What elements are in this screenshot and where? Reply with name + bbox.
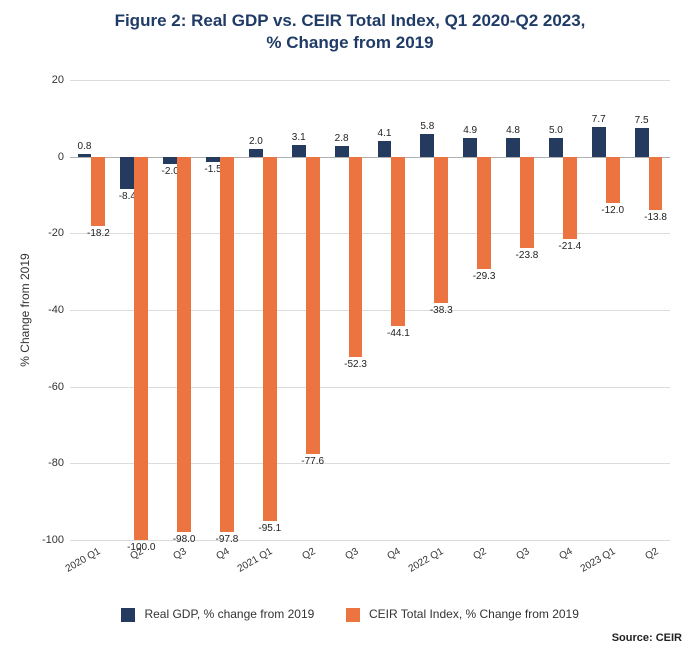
grid-line bbox=[70, 463, 670, 464]
grid-line bbox=[70, 233, 670, 234]
bar-gdp bbox=[378, 141, 392, 157]
bar-ceir bbox=[263, 157, 277, 522]
bar-value-label: 5.8 bbox=[420, 121, 434, 132]
bar-value-label: 4.1 bbox=[378, 128, 392, 139]
bar-gdp bbox=[506, 138, 520, 156]
bar-ceir bbox=[520, 157, 534, 248]
bar-value-label: -44.1 bbox=[387, 328, 410, 339]
bar-ceir bbox=[391, 157, 405, 326]
bar-value-label: -29.3 bbox=[473, 271, 496, 282]
legend-label-ceir: CEIR Total Index, % Change from 2019 bbox=[369, 607, 579, 621]
bar-value-label: 4.9 bbox=[463, 125, 477, 136]
legend-label-gdp: Real GDP, % change from 2019 bbox=[144, 607, 314, 621]
chart-title: Figure 2: Real GDP vs. CEIR Total Index,… bbox=[0, 0, 700, 58]
grid-line bbox=[70, 387, 670, 388]
bar-ceir bbox=[91, 157, 105, 227]
grid-line bbox=[70, 80, 670, 81]
bar-ceir bbox=[434, 157, 448, 304]
legend-item-ceir: CEIR Total Index, % Change from 2019 bbox=[346, 607, 579, 622]
bar-value-label: 5.0 bbox=[549, 125, 563, 136]
legend-item-gdp: Real GDP, % change from 2019 bbox=[121, 607, 314, 622]
bar-ceir bbox=[649, 157, 663, 210]
grid-line bbox=[70, 310, 670, 311]
bar-value-label: 2.8 bbox=[335, 133, 349, 144]
bar-ceir bbox=[306, 157, 320, 454]
bar-gdp bbox=[335, 146, 349, 157]
grid-line bbox=[70, 540, 670, 541]
title-line-1: Figure 2: Real GDP vs. CEIR Total Index,… bbox=[115, 11, 586, 30]
source-text: Source: CEIR bbox=[612, 632, 682, 644]
bar-gdp bbox=[592, 127, 606, 157]
bar-ceir bbox=[477, 157, 491, 269]
bar-ceir bbox=[606, 157, 620, 203]
bar-gdp bbox=[120, 157, 134, 189]
bar-value-label: -97.8 bbox=[216, 534, 239, 545]
bar-value-label: 4.8 bbox=[506, 125, 520, 136]
bar-value-label: -95.1 bbox=[258, 523, 281, 534]
bar-value-label: -52.3 bbox=[344, 359, 367, 370]
y-tick-label: -20 bbox=[48, 227, 70, 239]
bar-value-label: 3.1 bbox=[292, 132, 306, 143]
bar-gdp bbox=[163, 157, 177, 165]
bar-ceir bbox=[134, 157, 148, 540]
legend-swatch-gdp bbox=[121, 608, 135, 622]
bar-value-label: -13.8 bbox=[644, 212, 667, 223]
bar-value-label: 7.7 bbox=[592, 114, 606, 125]
y-tick-label: -80 bbox=[48, 457, 70, 469]
plot-area: 200-20-40-60-80-1000.8-8.4-2.0-1.52.03.1… bbox=[70, 80, 670, 540]
bar-value-label: 7.5 bbox=[635, 115, 649, 126]
bar-value-label: 2.0 bbox=[249, 136, 263, 147]
bar-value-label: -18.2 bbox=[87, 228, 110, 239]
bar-gdp bbox=[420, 134, 434, 156]
bar-gdp bbox=[292, 145, 306, 157]
y-tick-label: -60 bbox=[48, 381, 70, 393]
bar-value-label: -38.3 bbox=[430, 305, 453, 316]
bar-ceir bbox=[349, 157, 363, 357]
bar-ceir bbox=[220, 157, 234, 532]
bar-value-label: 0.8 bbox=[78, 141, 92, 152]
bar-gdp bbox=[635, 128, 649, 157]
chart-container: Figure 2: Real GDP vs. CEIR Total Index,… bbox=[0, 0, 700, 652]
title-line-2: % Change from 2019 bbox=[266, 33, 433, 52]
bar-value-label: -77.6 bbox=[301, 456, 324, 467]
bar-gdp bbox=[463, 138, 477, 157]
bar-value-label: -23.8 bbox=[516, 250, 539, 261]
y-tick-label: -40 bbox=[48, 304, 70, 316]
legend: Real GDP, % change from 2019 CEIR Total … bbox=[0, 607, 700, 622]
bar-ceir bbox=[563, 157, 577, 239]
grid-line bbox=[70, 157, 670, 158]
y-tick-label: -100 bbox=[42, 534, 70, 546]
bar-gdp bbox=[206, 157, 220, 163]
bar-gdp bbox=[78, 154, 92, 157]
bar-value-label: -21.4 bbox=[558, 241, 581, 252]
legend-swatch-ceir bbox=[346, 608, 360, 622]
bar-value-label: -98.0 bbox=[173, 534, 196, 545]
y-tick-label: 0 bbox=[58, 151, 70, 163]
bar-value-label: -12.0 bbox=[601, 205, 624, 216]
bar-gdp bbox=[249, 149, 263, 157]
bar-ceir bbox=[177, 157, 191, 533]
y-tick-label: 20 bbox=[52, 74, 70, 86]
y-axis-title: % Change from 2019 bbox=[18, 253, 32, 366]
bar-gdp bbox=[549, 138, 563, 157]
